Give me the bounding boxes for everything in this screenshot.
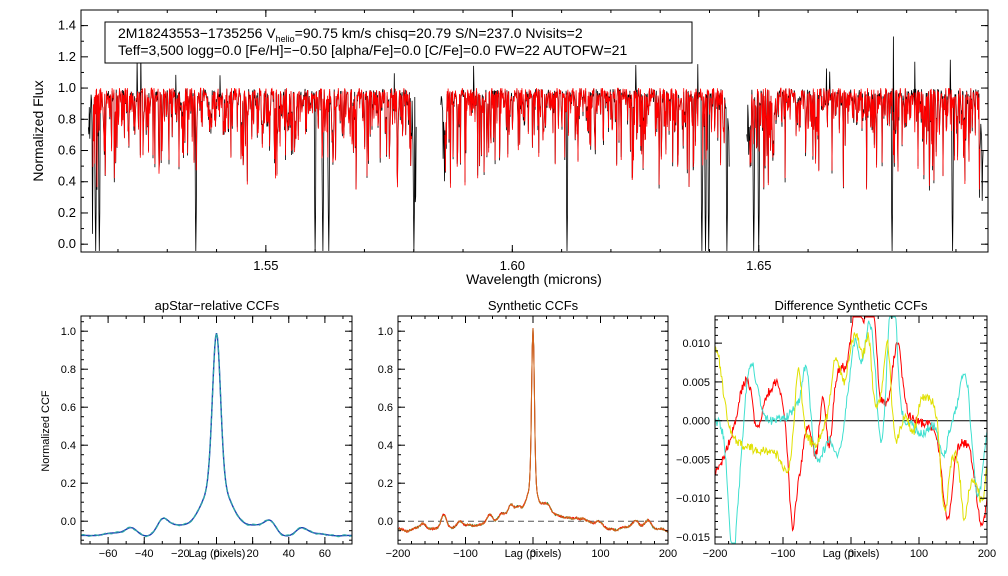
y-tick-label: 0.6 (378, 402, 393, 414)
y-tick-label: 0.6 (58, 143, 76, 158)
y-tick-label: 0.8 (378, 364, 393, 376)
x-tick-label: 100 (910, 548, 928, 560)
synthetic-ccf-line-1 (397, 328, 669, 533)
x-tick-label: −20 (171, 548, 190, 560)
synthetic-ccf-ticks: −200 −100 0 100 200 0.0 0.2 0.4 0.6 0.8 1.0 (378, 316, 677, 560)
apstar-ccf-panel: apStar−relative CCFs −60 −40 −20 0 20 40 60 0.0… (40, 298, 353, 560)
y-tick-label: 0.2 (58, 205, 76, 220)
spectrum-info-box: 2M18243553−1735256 Vhelio=90.75 km/s chi… (104, 21, 693, 64)
x-tick-label: 0 (848, 548, 854, 560)
x-tick-label: 200 (978, 548, 996, 560)
spectrum-frame (80, 9, 989, 253)
synthetic-ccf-line-3 (397, 328, 669, 533)
y-tick-label: 0.005 (682, 377, 710, 389)
spectrum-model-segment (749, 87, 981, 190)
x-tick-label: 1.60 (500, 258, 525, 273)
spectrum-xlabel: Wavelength (microns) (466, 271, 602, 287)
synthetic-ccf-panel: Synthetic CCFs −200 −100 0 100 200 0.0 0.2 0.4 0… (378, 298, 677, 560)
difference-ccf-xlabel: Lag (pixels) (823, 548, 880, 560)
synthetic-ccf-line-2 (397, 328, 669, 533)
difference-ccf-line-3 (714, 332, 988, 522)
y-tick-label: 0.0 (58, 236, 76, 251)
synthetic-ccf-title: Synthetic CCFs (488, 298, 579, 313)
spectrum-panel: 1.55 1.60 1.65 0.0 0.2 0.4 0.6 0.8 1.0 1.2 1.4 Wav… (30, 9, 989, 287)
difference-ccf-ticks: −200 −100 0 100 200 −0.015 −0.010 −0.005 0.000 0.… (676, 316, 996, 560)
y-tick-label: 0.000 (682, 416, 710, 428)
y-tick-label: −0.015 (676, 532, 710, 544)
apstar-ccf-ticks: −60 −40 −20 0 20 40 60 0.0 0.2 0.4 0.6 0.8 1.0 (61, 316, 352, 560)
spectrum-model-segment (92, 87, 412, 190)
x-tick-label: 60 (319, 548, 331, 560)
x-tick-label: 0 (213, 548, 219, 560)
spectrum-observed-segment (746, 36, 984, 252)
y-tick-label: 1.0 (61, 326, 76, 338)
x-tick-label: −200 (703, 548, 728, 560)
difference-ccf-line-2 (714, 316, 988, 544)
synthetic-ccf-frame (397, 315, 669, 545)
x-tick-label: 1.55 (253, 258, 278, 273)
y-tick-label: 0.4 (378, 440, 393, 452)
y-tick-label: 0.8 (61, 364, 76, 376)
y-tick-label: 0.4 (58, 174, 76, 189)
info-line-1: 2M18243553−1735256 Vhelio=90.75 km/s chi… (118, 25, 583, 44)
star-id-and-v: 2M18243553−1735256 V (118, 25, 276, 41)
x-tick-label: 40 (283, 548, 295, 560)
apstar-ccf-traces (80, 332, 353, 538)
x-tick-label: −100 (453, 548, 478, 560)
apstar-ccf-frame (80, 315, 353, 545)
difference-ccf-line-1 (714, 316, 988, 532)
y-tick-label: −0.010 (676, 493, 710, 505)
x-tick-label: −40 (135, 548, 154, 560)
y-tick-label: 1.0 (58, 80, 76, 95)
x-tick-label: 20 (247, 548, 259, 560)
spectrum-traces (88, 36, 984, 252)
apstar-ccf-xlabel: Lag (pixels) (189, 548, 246, 560)
info-box-frame (104, 21, 693, 64)
x-tick-label: 1.65 (746, 258, 771, 273)
x-tick-label: 100 (591, 548, 609, 560)
apstar-ccf-line-2 (80, 332, 353, 538)
y-tick-label: 1.2 (58, 49, 76, 64)
y-tick-label: 0.0 (378, 516, 393, 528)
y-tick-label: 0.0 (61, 516, 76, 528)
synthetic-ccf-traces (397, 328, 669, 533)
info-line-2: Teff=3,500 logg=0.0 [Fe/H]=−0.50 [alpha/… (118, 42, 627, 58)
y-tick-label: 1.0 (378, 326, 393, 338)
spectrum-ylabel: Normalized Flux (30, 80, 46, 181)
y-tick-label: 1.4 (58, 18, 76, 33)
y-tick-label: 0.2 (378, 478, 393, 490)
x-tick-label: −200 (386, 548, 411, 560)
apstar-ccf-ylabel: Normalized CCF (40, 390, 52, 472)
x-tick-label: −60 (99, 548, 118, 560)
y-tick-label: 0.010 (682, 338, 710, 350)
apstar-ccf-title: apStar−relative CCFs (155, 298, 280, 313)
difference-ccf-panel: Difference Synthetic CCFs −200 −100 0 100 20… (676, 298, 996, 560)
difference-ccf-title: Difference Synthetic CCFs (775, 298, 928, 313)
y-tick-label: 0.2 (61, 478, 76, 490)
y-tick-label: −0.005 (676, 454, 710, 466)
fit-stats: =90.75 km/s chisq=20.79 S/N=237.0 Nvisit… (295, 25, 583, 41)
v-subscript: helio (276, 34, 295, 44)
x-tick-label: 0 (530, 548, 536, 560)
x-tick-label: 200 (659, 548, 677, 560)
difference-ccf-traces (714, 316, 988, 544)
y-tick-label: 0.6 (61, 402, 76, 414)
spectrum-model-segment (444, 87, 726, 188)
synthetic-ccf-xlabel: Lag (pixels) (505, 548, 562, 560)
y-tick-label: 0.4 (61, 440, 76, 452)
y-tick-label: 0.8 (58, 111, 76, 126)
x-tick-label: −100 (771, 548, 796, 560)
spectrum-ticks: 1.55 1.60 1.65 0.0 0.2 0.4 0.6 0.8 1.0 1.2 1.4 (58, 9, 988, 273)
apstar-ccf-line-1 (81, 332, 352, 537)
